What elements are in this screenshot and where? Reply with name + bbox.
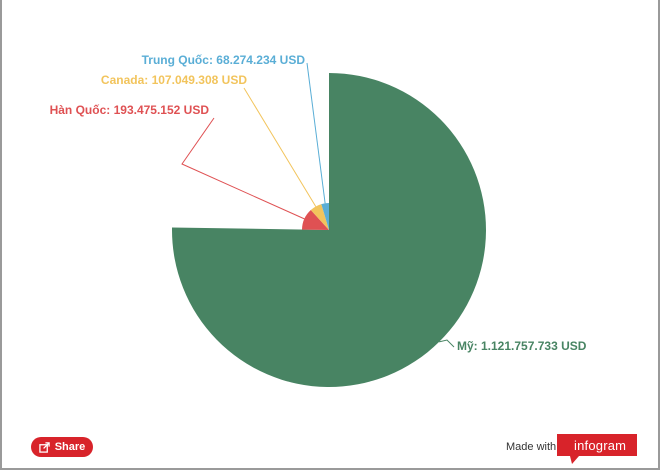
- slice-label-hàn-quốc: Hàn Quốc: 193.475.152 USD: [50, 103, 210, 117]
- slice-label-canada: Canada: 107.049.308 USD: [101, 73, 247, 87]
- pie-slice-hàn-quốc[interactable]: [302, 210, 329, 230]
- pie-slice-canada[interactable]: [310, 204, 329, 230]
- made-with-label: Made with: [506, 441, 557, 453]
- leader-line-hàn-quốc: [181, 117, 305, 220]
- slice-label-mỹ: Mỹ: 1.121.757.733 USD: [457, 339, 587, 353]
- infogram-logo[interactable]: [557, 434, 637, 464]
- share-button[interactable]: Share: [31, 437, 93, 457]
- share-icon: [38, 441, 50, 453]
- leader-line-canada: [243, 87, 317, 207]
- infogram-brand-text: infogram: [574, 438, 627, 453]
- slice-label-trung-quốc: Trung Quốc: 68.274.234 USD: [142, 53, 306, 67]
- pie-slice-trung-quốc[interactable]: [321, 203, 329, 230]
- leader-line-trung-quốc: [306, 62, 326, 204]
- pie-slice-mỹ[interactable]: [172, 73, 486, 388]
- leader-line-mỹ: [438, 339, 455, 348]
- share-label: Share: [54, 441, 86, 453]
